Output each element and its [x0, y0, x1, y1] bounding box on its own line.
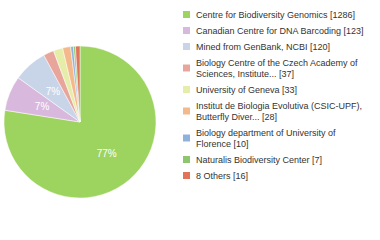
- svg-text:77%: 77%: [97, 148, 117, 159]
- svg-text:Naturalis Biodiversity Center: Naturalis Biodiversity Center [7]: [196, 155, 322, 165]
- svg-text:Biology department of Universi: Biology department of University of: [196, 128, 338, 138]
- svg-text:Sciences, Institute... [37]: Sciences, Institute... [37]: [196, 69, 294, 79]
- svg-text:Florence [10]: Florence [10]: [196, 139, 249, 149]
- svg-text:Mined from GenBank, NCBI [120]: Mined from GenBank, NCBI [120]: [196, 42, 330, 52]
- svg-text:Centre for Biodiversity Genomi: Centre for Biodiversity Genomics [1286]: [196, 10, 355, 20]
- svg-text:Butterfly Diver... [28]: Butterfly Diver... [28]: [196, 112, 277, 122]
- svg-text:Biology Centre of the Czech Ac: Biology Centre of the Czech Academy of: [196, 58, 360, 68]
- svg-text:8 Others [16]: 8 Others [16]: [196, 171, 248, 181]
- svg-text:7%: 7%: [35, 101, 50, 112]
- svg-text:7%: 7%: [46, 86, 61, 97]
- svg-text:University of Geneva [33]: University of Geneva [33]: [196, 85, 297, 95]
- svg-text:Canadian Centre for DNA Barcod: Canadian Centre for DNA Barcoding [123]: [196, 26, 364, 36]
- svg-text:Institut de Biologia Evolutiva: Institut de Biologia Evolutiva (CSIC-UPF…: [196, 101, 365, 111]
